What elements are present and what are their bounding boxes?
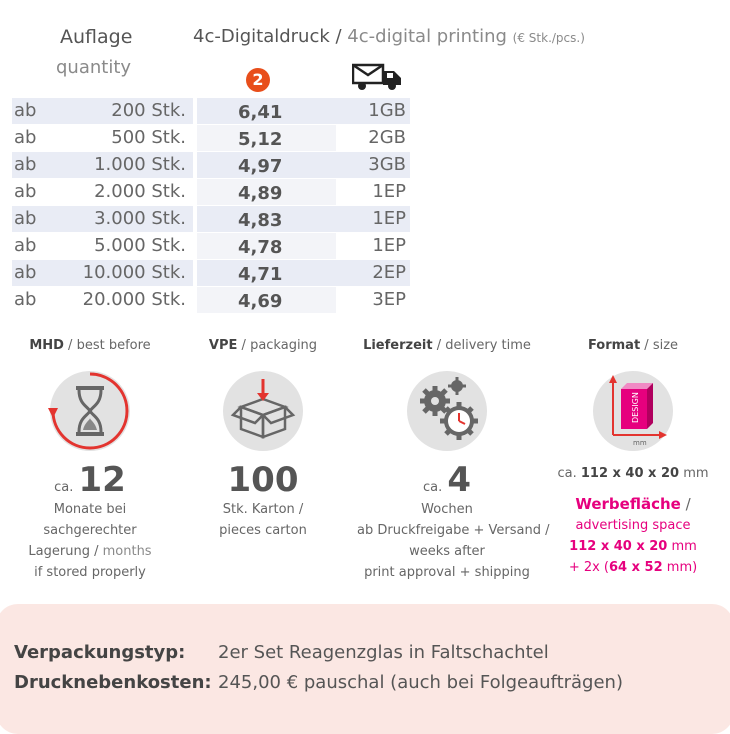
row-shipping: 3GB [368, 154, 406, 175]
best-before-desc-2: sachgerechter [43, 523, 137, 538]
row-shipping: 2GB [368, 127, 406, 148]
price-column-badge: 2 [246, 68, 270, 92]
print-costs-value: 245,00 € pauschal (auch bei Folgeaufträg… [218, 672, 623, 693]
row-quantity: 2.000 Stk. [94, 181, 186, 202]
delivery-desc-2: ab Druckfreigabe + Versand / [357, 523, 550, 538]
row-prefix: ab [14, 154, 37, 175]
table-row: ab 1.000 Stk. 4,97 3GB [12, 152, 412, 178]
row-quantity: 5.000 Stk. [94, 235, 186, 256]
truck-mail-icon [351, 61, 404, 91]
table-row: ab 10.000 Stk. 4,71 2EP [12, 260, 412, 286]
packaging-column: VPE / packaging 100 Stk. Karton / pieces… [188, 338, 338, 541]
quantity-header-en: quantity [56, 57, 132, 78]
format-size: ca. 112 x 40 x 20 mm [557, 466, 709, 481]
row-quantity: 500 Stk. [111, 127, 186, 148]
print-header-de: 4c-Digitaldruck [193, 26, 330, 47]
print-costs-label: Drucknebenkosten: [14, 672, 212, 693]
row-price: 4,83 [238, 210, 283, 231]
quantity-header-de: Auflage [60, 26, 133, 48]
ad-space-size-2: + 2x (64 x 52 mm) [568, 560, 698, 575]
table-row: ab 3.000 Stk. 4,83 1EP [12, 206, 412, 232]
packaging-value: 100 [227, 460, 299, 500]
row-shipping: 2EP [372, 262, 406, 283]
packaging-type-value: 2er Set Reagenzglas in Faltschachtel [218, 642, 549, 663]
box-icon [223, 371, 303, 451]
delivery-value: ca. 4 [422, 460, 471, 500]
row-prefix: ab [14, 127, 37, 148]
row-quantity: 3.000 Stk. [94, 208, 186, 229]
packaging-type-label: Verpackungstyp: [14, 642, 186, 663]
row-prefix: ab [14, 262, 37, 283]
packaging-title: VPE / packaging [208, 338, 318, 353]
print-header-unit: (€ Stk./pcs.) [512, 31, 585, 45]
hourglass-icon [48, 371, 130, 451]
row-price: 4,71 [238, 264, 283, 285]
packaging-desc-2: pieces carton [219, 523, 307, 538]
best-before-desc-3: Lagerung / months [28, 544, 152, 559]
table-row: ab 20.000 Stk. 4,69 3EP [12, 287, 412, 313]
packaging-desc-1: Stk. Karton / [222, 502, 304, 517]
row-quantity: 1.000 Stk. [94, 154, 186, 175]
row-prefix: ab [14, 208, 37, 229]
delivery-desc-3: weeks after [409, 544, 485, 559]
row-price: 4,89 [238, 183, 283, 204]
ad-space-size-1: 112 x 40 x 20 mm [569, 539, 697, 554]
row-price: 6,41 [238, 102, 283, 123]
delivery-desc-1: Wochen [421, 502, 473, 517]
best-before-column: MHD / best before ca. 12 Monate bei sach… [15, 338, 165, 583]
table-row: ab 5.000 Stk. 4,78 1EP [12, 233, 412, 259]
row-prefix: ab [14, 235, 37, 256]
info-box [0, 604, 730, 734]
delivery-column: Lieferzeit / delivery time [357, 338, 550, 583]
table-row: ab 2.000 Stk. 4,89 1EP [12, 179, 412, 205]
row-shipping: 1EP [372, 235, 406, 256]
row-price: 4,78 [238, 237, 283, 258]
row-quantity: 10.000 Stk. [82, 262, 186, 283]
row-shipping: 1EP [372, 181, 406, 202]
format-column: Format / size DESIGN mm ca. 112 x 40 x 2… [548, 338, 718, 578]
best-before-desc-4: if stored properly [34, 565, 146, 580]
row-shipping: 3EP [372, 289, 406, 310]
ad-space-en: advertising space [575, 518, 691, 533]
best-before-title: MHD / best before [29, 338, 151, 353]
ad-space-title: Werbefläche / [575, 495, 691, 513]
format-title: Format / size [587, 338, 679, 353]
delivery-desc-4: print approval + shipping [364, 565, 530, 580]
design-box-icon: DESIGN mm [593, 371, 673, 451]
row-shipping: 1GB [368, 100, 406, 121]
print-header-en: 4c-digital printing [347, 26, 507, 47]
print-header-sep: / [329, 26, 348, 47]
design-box-label: DESIGN [631, 392, 640, 423]
design-box-unit: mm [633, 439, 647, 447]
print-header: 4c-Digitaldruck / 4c-digital printing (€… [193, 26, 585, 47]
row-shipping: 1EP [372, 208, 406, 229]
row-prefix: ab [14, 100, 37, 121]
best-before-value: ca. 12 [54, 460, 126, 500]
table-row: ab 200 Stk. 6,41 1GB [12, 98, 412, 124]
row-quantity: 200 Stk. [111, 100, 186, 121]
best-before-desc-1: Monate bei [53, 502, 127, 517]
gears-clock-icon [407, 371, 487, 451]
table-row: ab 500 Stk. 5,12 2GB [12, 125, 412, 151]
delivery-title: Lieferzeit / delivery time [363, 338, 531, 353]
row-prefix: ab [14, 181, 37, 202]
row-price: 4,69 [238, 291, 283, 312]
row-price: 4,97 [238, 156, 283, 177]
row-prefix: ab [14, 289, 37, 310]
row-quantity: 20.000 Stk. [82, 289, 186, 310]
row-price: 5,12 [238, 129, 283, 150]
